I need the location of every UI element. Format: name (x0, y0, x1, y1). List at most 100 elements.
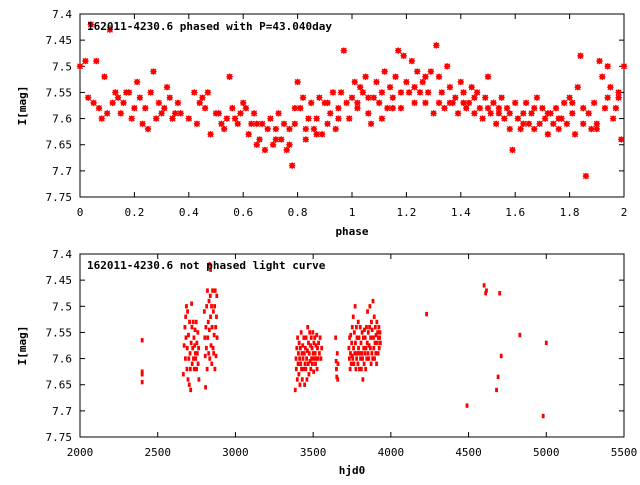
phased-data-point (198, 94, 206, 102)
unphased-data-point (313, 335, 317, 340)
unphased-data-point (360, 351, 364, 356)
phased-data-point (487, 109, 495, 117)
unphased-data-point (190, 301, 193, 306)
unphased-data-point (368, 325, 371, 330)
phased-data-point (332, 125, 340, 133)
unphased-data-point (304, 366, 308, 372)
unphased-data-point (184, 335, 188, 340)
unphased-data-point (499, 353, 503, 359)
phased-data-point (462, 104, 470, 112)
unphased-data-point (215, 335, 219, 340)
unphased-data-point (309, 335, 313, 340)
phased-y-tick-label: 7.5 (52, 60, 72, 73)
phased-data-point (171, 109, 179, 117)
phased-x-axis-label: phase (335, 225, 368, 238)
phased-y-tick-label: 7.6 (52, 113, 72, 126)
phased-data-point (495, 104, 503, 112)
unphased-data-point (371, 356, 375, 361)
unphased-data-point (188, 319, 191, 325)
unphased-data-point (207, 327, 211, 333)
unphased-data-point (367, 356, 371, 361)
phased-data-point (128, 115, 136, 123)
phased-data-point (155, 99, 163, 107)
phased-data-point (405, 88, 413, 96)
phased-data-point (223, 115, 231, 123)
phased-data-point (253, 141, 261, 149)
unphased-data-point (354, 325, 358, 330)
phased-data-point (275, 109, 283, 117)
unphased-data-point (195, 340, 199, 346)
unphased-data-point (362, 361, 366, 366)
phased-data-point (451, 94, 459, 102)
unphased-data-point (204, 325, 208, 330)
unphased-data-point (212, 351, 216, 356)
unphased-data-point (336, 361, 340, 366)
unphased-y-tick-label: 7.4 (52, 248, 72, 261)
unphased-data-point (207, 351, 211, 356)
phased-data-point (163, 83, 171, 91)
unphased-data-point (348, 366, 352, 372)
unphased-data-point (192, 356, 195, 361)
unphased-data-point (366, 351, 370, 356)
phased-data-point (326, 109, 334, 117)
phased-data-point (574, 83, 582, 91)
phased-data-point (158, 109, 166, 117)
phased-data-point (125, 88, 133, 96)
phased-data-point (579, 120, 587, 128)
unphased-data-point (379, 340, 382, 346)
unphased-data-point (212, 332, 216, 338)
phased-data-point (253, 120, 261, 128)
phased-data-point (538, 104, 546, 112)
unphased-data-point (206, 288, 209, 293)
unphased-data-point (193, 351, 197, 356)
phased-data-point (231, 115, 239, 123)
unphased-data-point (373, 340, 377, 346)
phased-x-tick-label: 1 (349, 206, 356, 219)
phased-data-point (247, 120, 255, 128)
phased-data-point (329, 88, 337, 96)
phased-x-tick-label: 1.8 (560, 206, 580, 219)
unphased-data-point (294, 366, 298, 372)
unphased-data-point (335, 366, 338, 372)
phased-data-point (120, 99, 127, 107)
phased-data-point (571, 130, 579, 138)
phased-data-point (280, 120, 288, 128)
phased-data-point (511, 99, 519, 107)
unphased-data-point (358, 351, 362, 356)
unphased-data-point (298, 382, 302, 387)
unphased-data-point (363, 335, 367, 340)
unphased-data-point (370, 319, 373, 325)
phased-data-point (364, 109, 372, 117)
phased-data-point (351, 78, 359, 86)
unphased-data-point (334, 335, 338, 340)
unphased-data-point (295, 377, 299, 382)
unphased-y-tick-label: 7.6 (52, 353, 72, 366)
unphased-data-point (193, 327, 197, 333)
phased-data-point (465, 99, 473, 107)
phased-x-tick-label: 0.2 (124, 206, 144, 219)
unphased-y-tick-label: 7.65 (46, 379, 73, 392)
unphased-data-point (365, 340, 369, 346)
phased-data-point (438, 88, 446, 96)
phased-data-point (291, 120, 299, 128)
unphased-data-point (376, 351, 380, 356)
phased-data-point (484, 104, 492, 112)
phased-data-point (555, 115, 563, 123)
unphased-data-point (319, 356, 323, 361)
phased-data-point (563, 120, 571, 128)
unphased-data-point (215, 314, 218, 319)
unphased-data-point (190, 361, 194, 366)
unphased-data-point (204, 385, 207, 390)
phased-data-point (533, 94, 541, 102)
phased-data-point (207, 130, 215, 138)
unphased-data-point (213, 366, 217, 372)
unphased-data-point (204, 345, 208, 351)
unphased-data-point (351, 314, 355, 319)
unphased-data-point (352, 345, 355, 351)
phased-data-point (503, 104, 511, 112)
unphased-data-point (140, 369, 144, 374)
phased-x-tick-label: 1.6 (505, 206, 525, 219)
unphased-data-point (307, 351, 311, 356)
unphased-data-point (185, 304, 188, 309)
